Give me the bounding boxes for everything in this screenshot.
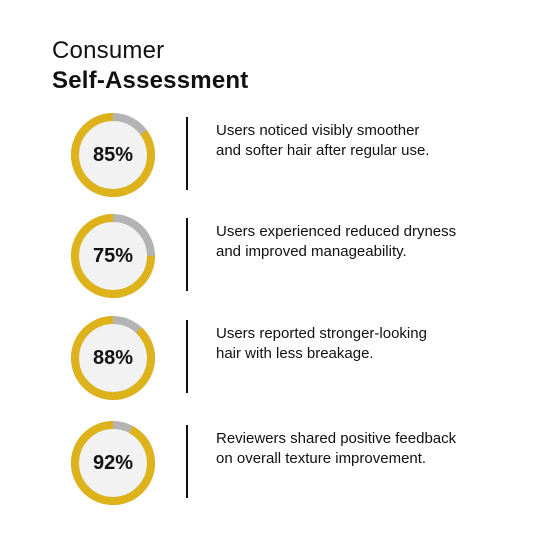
stat-row-1: 85% Users noticed visibly smoother and s…	[0, 112, 533, 197]
vertical-divider-4	[186, 425, 188, 498]
ring-inner-4	[79, 429, 147, 497]
description-line-3a: Users reported stronger-looking	[216, 325, 427, 342]
ring-value-arc-3	[71, 316, 155, 400]
stat-description-1: Users noticed visibly smoother and softe…	[216, 121, 516, 161]
description-line-2a: Users experienced reduced dryness	[216, 223, 457, 240]
stat-description-4: Reviewers shared positive feedback on ov…	[216, 429, 516, 469]
stat-row-3: 88% Users reported stronger-looking hair…	[0, 315, 533, 400]
vertical-divider-3	[186, 320, 188, 393]
ring-chart-3	[71, 316, 155, 400]
title-line-1: Consumer	[52, 37, 165, 64]
page-title: Consumer Self-Assessment	[52, 36, 248, 96]
percent-label-4: 92%	[92, 451, 134, 474]
description-line-2b: and improved manageability.	[216, 243, 407, 260]
description-line-1a: Users noticed visibly smoother	[216, 122, 420, 139]
stat-description-2: Users experienced reduced dryness and im…	[216, 222, 516, 262]
description-line-3b: hair with less breakage.	[216, 345, 374, 362]
description-line-4b: on overall texture improvement.	[216, 450, 427, 467]
ring-inner-3	[79, 324, 147, 392]
progress-ring-3: 88%	[70, 315, 156, 401]
stat-row-4: 92% Reviewers shared positive feedback o…	[0, 420, 533, 505]
ring-chart-4	[71, 421, 155, 505]
progress-ring-4: 92%	[70, 420, 156, 506]
ring-value-arc-2	[71, 214, 155, 298]
percent-label-2: 75%	[92, 244, 134, 267]
ring-inner-2	[79, 222, 147, 290]
vertical-divider-2	[186, 218, 188, 291]
progress-ring-2: 75%	[70, 213, 156, 299]
vertical-divider-1	[186, 117, 188, 190]
ring-value-arc-4	[71, 421, 155, 505]
ring-chart-1	[71, 113, 155, 197]
stat-description-3: Users reported stronger-looking hair wit…	[216, 324, 516, 364]
description-line-1b: and softer hair after regular use.	[216, 142, 430, 159]
percent-label-1: 85%	[92, 143, 134, 166]
stat-row-2: 75% Users experienced reduced dryness an…	[0, 213, 533, 298]
ring-value-arc-1	[71, 113, 155, 197]
ring-chart-2	[71, 214, 155, 298]
title-line-2: Self-Assessment	[52, 67, 249, 94]
ring-inner-1	[79, 121, 147, 189]
description-line-4a: Reviewers shared positive feedback	[216, 430, 457, 447]
progress-ring-1: 85%	[70, 112, 156, 198]
percent-label-3: 88%	[92, 346, 134, 369]
